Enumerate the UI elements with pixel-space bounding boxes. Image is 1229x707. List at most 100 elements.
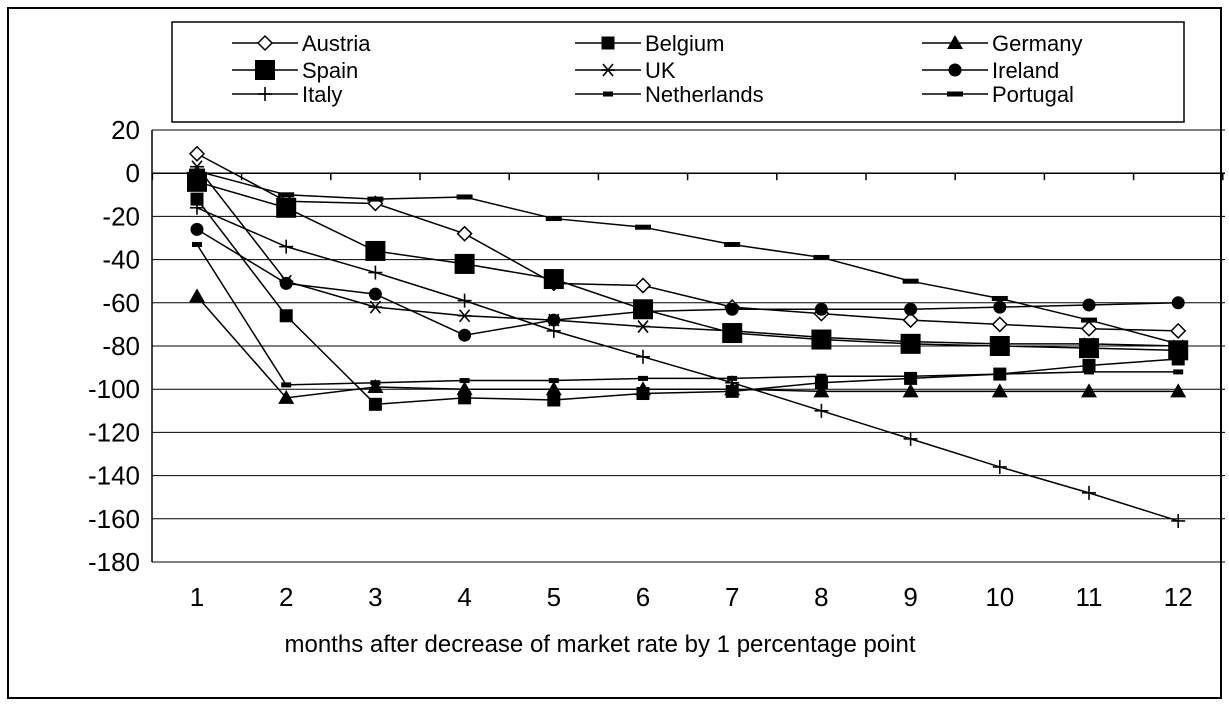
data-point-austria [902, 312, 919, 329]
series-italy [190, 200, 1186, 528]
data-point-netherlands [281, 382, 292, 388]
data-point-uk [368, 300, 383, 314]
data-point-netherlands [1173, 369, 1184, 375]
series-line-portugal [196, 170, 1179, 345]
legend-label: UK [645, 58, 676, 83]
data-point-italy [992, 459, 1007, 474]
data-point-germany [367, 379, 384, 394]
data-point-belgium [190, 192, 204, 206]
data-point-spain [811, 329, 832, 350]
data-point-spain [1079, 338, 1099, 359]
legend-marker-portugal [947, 91, 963, 97]
data-point-germany [545, 381, 562, 396]
series-portugal [189, 168, 1187, 347]
legend-marker-uk [601, 63, 615, 77]
data-point-italy [1171, 513, 1186, 528]
series-line-austria [196, 153, 1179, 332]
data-point-netherlands [370, 380, 381, 386]
y-tick-label: 0 [126, 158, 140, 188]
x-tick-label: 7 [725, 582, 739, 612]
y-tick-label: 20 [111, 115, 140, 145]
x-tick-label: 4 [457, 582, 471, 612]
series-line-germany [196, 295, 1179, 399]
data-point-uk [636, 320, 650, 334]
series-netherlands [192, 241, 1184, 388]
legend-item-portugal: Portugal [922, 82, 1074, 107]
x-tick-label: 11 [1076, 582, 1103, 612]
data-point-spain [722, 323, 743, 344]
legend-label: Ireland [992, 58, 1059, 83]
data-point-portugal [635, 224, 651, 230]
data-point-ireland [547, 313, 561, 327]
data-point-uk [457, 309, 472, 323]
data-point-ireland [1082, 298, 1096, 312]
gridlines [152, 129, 1225, 563]
series-group [187, 145, 1189, 528]
data-point-netherlands [638, 375, 648, 381]
data-point-italy [1082, 485, 1096, 500]
data-point-italy [814, 403, 829, 418]
data-point-portugal [367, 196, 384, 202]
data-point-portugal [278, 192, 295, 198]
data-point-netherlands [994, 371, 1005, 377]
data-point-belgium [814, 376, 828, 390]
data-point-ireland [279, 276, 293, 290]
legend-label: Netherlands [645, 82, 764, 107]
data-point-germany [813, 383, 830, 398]
legend-label: Germany [992, 31, 1082, 56]
data-point-spain [187, 171, 207, 192]
data-point-germany [635, 381, 651, 396]
x-tick-label: 6 [636, 582, 650, 612]
x-tick-label: 2 [279, 582, 293, 612]
data-point-ireland [814, 302, 828, 316]
axes [151, 130, 1225, 562]
legend-item-spain: Spain [232, 58, 358, 83]
data-point-portugal [902, 278, 919, 284]
data-point-ireland [190, 222, 204, 236]
legend-marker-spain [255, 60, 275, 80]
data-point-italy [279, 239, 294, 254]
data-point-netherlands [905, 373, 916, 379]
series-spain [187, 171, 1189, 361]
data-point-spain [454, 253, 475, 274]
data-point-spain [989, 336, 1010, 356]
data-point-netherlands [727, 375, 738, 381]
data-point-germany [991, 383, 1008, 398]
series-ireland [190, 222, 1185, 342]
data-point-portugal [1081, 317, 1097, 323]
x-tick-label: 12 [1164, 582, 1193, 612]
legend-marker-netherlands [603, 91, 613, 97]
x-tick-label: 1 [190, 582, 204, 612]
chart-frame [7, 7, 1222, 699]
legend-marker-belgium [601, 36, 615, 50]
legend-marker-austria [256, 34, 274, 52]
data-point-austria [1170, 322, 1187, 339]
legend-item-austria: Austria [232, 31, 371, 56]
data-point-italy [457, 293, 472, 308]
data-point-portugal [456, 194, 473, 200]
data-point-italy [368, 265, 383, 280]
data-point-spain [900, 333, 921, 354]
data-point-portugal [813, 254, 830, 260]
data-point-netherlands [1084, 369, 1094, 375]
data-point-ireland [1171, 296, 1185, 310]
data-point-belgium [1082, 358, 1096, 372]
legend-item-uk: UK [575, 58, 676, 83]
series-line-italy [196, 207, 1179, 522]
data-point-germany [1170, 383, 1187, 398]
y-tick-label: -120 [88, 417, 140, 447]
data-point-austria [991, 316, 1008, 333]
x-tick-label: 3 [368, 582, 382, 612]
legend-item-germany: Germany [922, 31, 1082, 56]
y-tick-label: -100 [88, 374, 140, 404]
data-point-germany [1081, 383, 1097, 398]
data-point-ireland [368, 287, 382, 301]
x-tick-label: 9 [903, 582, 917, 612]
legend-marker-italy [258, 87, 272, 101]
data-point-germany [189, 288, 205, 303]
data-point-ireland [636, 304, 650, 318]
legend-label: Austria [302, 31, 371, 56]
legend-label: Italy [302, 82, 342, 107]
data-point-belgium [279, 309, 293, 323]
